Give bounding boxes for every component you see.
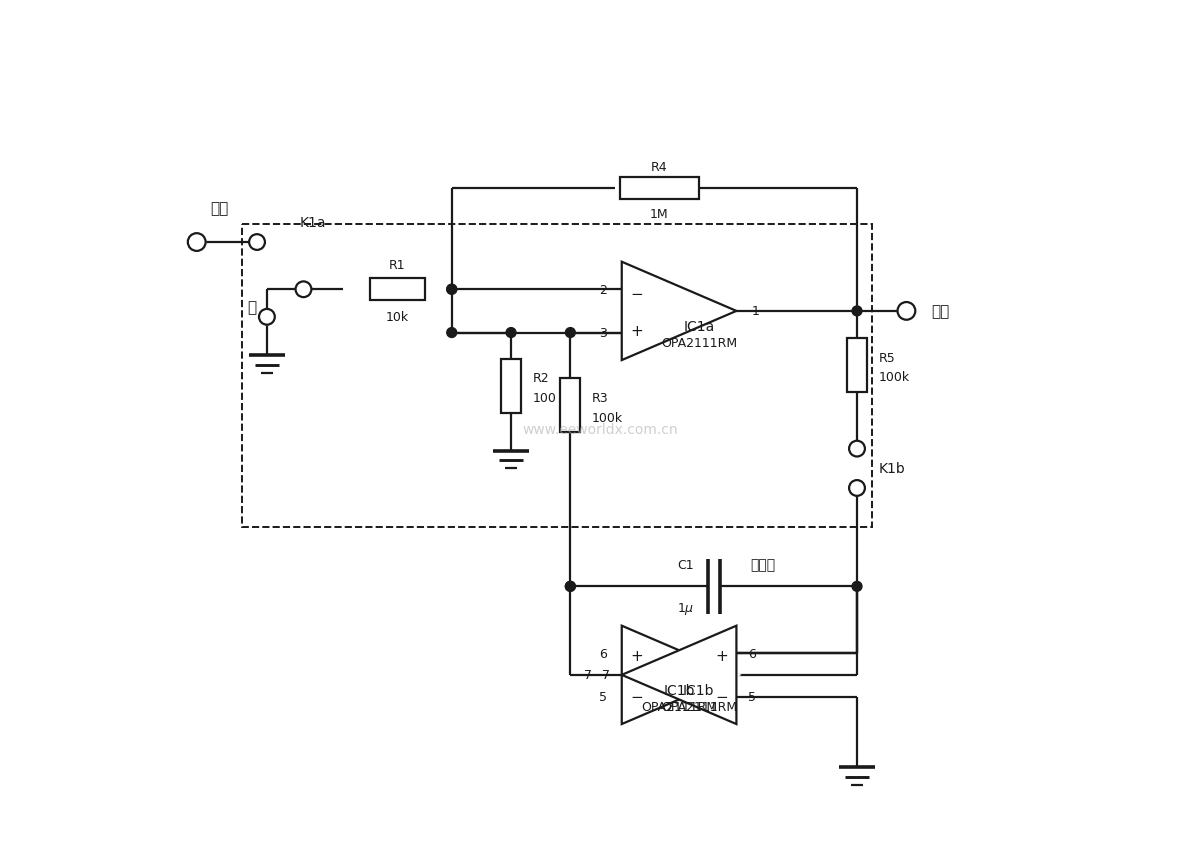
Text: 3: 3 [599, 326, 607, 340]
Text: R3: R3 [592, 392, 609, 405]
Text: K1b: K1b [879, 462, 906, 475]
Text: OPA2111RM: OPA2111RM [661, 700, 737, 713]
Circle shape [849, 481, 865, 496]
Circle shape [566, 328, 575, 338]
Text: 2: 2 [599, 284, 607, 296]
Text: 5: 5 [748, 690, 757, 703]
Text: www.eeworldx.com.cn: www.eeworldx.com.cn [522, 423, 677, 436]
Text: 6: 6 [599, 647, 607, 660]
Text: 5: 5 [599, 690, 607, 703]
Text: $-$: $-$ [631, 285, 644, 299]
Text: 100k: 100k [879, 371, 910, 384]
Text: 1M: 1M [650, 208, 669, 221]
Text: 7: 7 [602, 669, 610, 682]
Polygon shape [622, 626, 736, 724]
Text: 输出: 输出 [931, 304, 949, 319]
Bar [847, 338, 867, 393]
Circle shape [249, 235, 265, 250]
Bar [501, 360, 521, 413]
Text: 1: 1 [752, 305, 759, 318]
Bar [243, 225, 872, 527]
Circle shape [295, 282, 311, 298]
Circle shape [187, 234, 205, 251]
Polygon shape [622, 626, 736, 724]
Text: 1$\mu$: 1$\mu$ [677, 601, 694, 616]
Text: 输入: 输入 [210, 201, 228, 216]
Text: IC1b: IC1b [683, 682, 715, 697]
Text: 6: 6 [748, 647, 757, 660]
Text: OPA2111RM: OPA2111RM [661, 337, 737, 349]
Text: IC1a: IC1a [683, 320, 715, 333]
Circle shape [447, 328, 456, 338]
Text: $-$: $-$ [715, 688, 728, 702]
Text: IC1b: IC1b [663, 682, 695, 697]
Text: R5: R5 [879, 351, 896, 364]
Text: C1: C1 [677, 559, 694, 572]
Text: K1a: K1a [300, 216, 327, 230]
Bar [370, 279, 425, 301]
Text: 100k: 100k [592, 412, 623, 424]
Polygon shape [622, 626, 736, 724]
Circle shape [852, 307, 862, 316]
Text: $+$: $+$ [631, 648, 644, 663]
Text: $+$: $+$ [715, 648, 728, 663]
Circle shape [897, 302, 915, 320]
Text: $-$: $-$ [631, 688, 644, 702]
Circle shape [566, 582, 575, 591]
Circle shape [849, 441, 865, 457]
Polygon shape [622, 262, 736, 360]
Text: 零: 零 [247, 300, 257, 315]
Circle shape [447, 285, 456, 295]
Circle shape [506, 328, 516, 338]
Text: R4: R4 [651, 160, 668, 174]
Text: OPA2111RM: OPA2111RM [641, 700, 717, 713]
Circle shape [259, 309, 275, 325]
Text: 7: 7 [584, 669, 592, 682]
Circle shape [566, 582, 575, 591]
Bar [561, 379, 580, 433]
Text: 100: 100 [533, 392, 557, 405]
Text: R1: R1 [389, 259, 406, 272]
Text: $+$: $+$ [631, 324, 644, 339]
Text: 10k: 10k [386, 311, 408, 324]
Circle shape [852, 582, 862, 591]
Circle shape [447, 285, 456, 295]
Bar [620, 178, 699, 199]
Text: R2: R2 [533, 371, 549, 385]
Text: 聚丙烯: 聚丙烯 [751, 558, 776, 572]
